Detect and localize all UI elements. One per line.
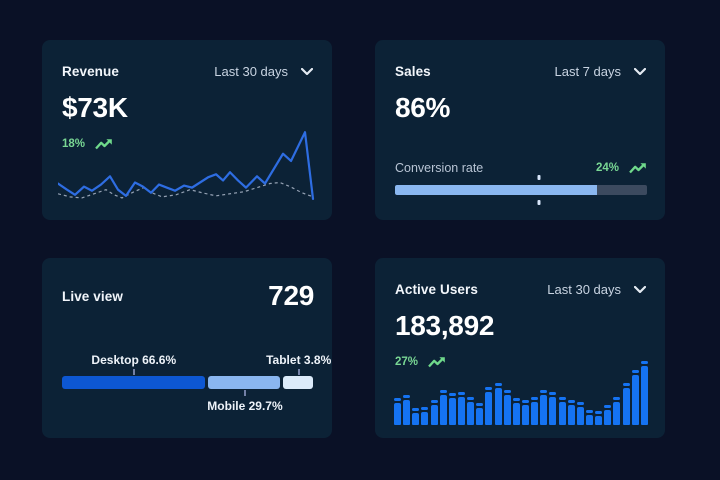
device-top-ticks [62,368,313,376]
trending-up-icon [428,357,445,368]
conversion-rate-row: Conversion rate 24% [395,160,647,176]
live-view-header: Live view 729 [62,281,314,311]
bar [595,411,603,425]
bar [613,397,621,425]
active-users-delta-row: 27% [395,355,647,369]
active-users-title: Active Users [395,281,478,297]
live-view-card: Live view 729 Desktop 66.6% Tablet 3.8% … [42,258,332,438]
revenue-period-label: Last 30 days [214,63,288,79]
bar [549,392,557,425]
active-users-header: Active Users Last 30 days [395,281,647,297]
active-users-delta: 27% [395,356,419,368]
bar [439,390,447,425]
sales-value: 86% [395,92,451,123]
bar [540,390,548,425]
revenue-period-dropdown[interactable]: Last 30 days [214,64,313,79]
sales-card: Sales Last 7 days 86% Conversion rate 24… [375,40,665,220]
bar [512,398,520,425]
conversion-progress [395,175,647,205]
bar [457,392,465,425]
active-users-period-label: Last 30 days [547,281,621,297]
revenue-title: Revenue [62,63,119,79]
bar [448,393,456,425]
bar [394,398,401,425]
sales-period-label: Last 7 days [554,63,622,79]
live-view-title: Live view [62,288,123,304]
sales-title: Sales [395,63,431,79]
bar [631,370,639,425]
bar [421,407,429,425]
revenue-card: Revenue Last 30 days $73K 18% [42,40,332,220]
active-users-bar-chart [394,359,648,425]
chevron-down-icon [301,67,313,75]
bar [503,390,511,425]
bar [494,383,502,425]
progress-track [395,185,647,195]
bar [622,383,630,425]
bar [476,403,484,425]
bar [531,397,539,425]
tablet-tick [297,369,300,375]
chevron-down-icon [634,285,646,293]
bar [558,397,566,425]
active-users-value: 183,892 [395,310,495,341]
revenue-line-chart [58,131,315,201]
bar [576,402,584,425]
device-stacked-bar [62,376,313,389]
mobile-label: Mobile 29.7% [207,399,283,413]
bar [521,400,529,425]
trending-up-icon [629,163,646,174]
trending-up-icon [95,139,112,150]
progress-marker-bottom [537,200,541,205]
mobile-tick [243,390,246,396]
tablet-label: Tablet 3.8% [266,353,332,367]
revenue-value: $73K [62,92,128,123]
revenue-line-current [58,131,315,201]
device-share-chart: Desktop 66.6% Tablet 3.8% Mobile 29.7% [62,353,331,413]
desktop-label: Desktop 66.6% [91,353,177,367]
revenue-line-previous [58,181,314,199]
bar [604,405,612,425]
segment-mobile [208,376,280,389]
bar [430,400,438,425]
conversion-rate-label: Conversion rate [395,161,484,175]
revenue-delta: 18% [62,138,86,150]
bar [485,387,493,425]
revenue-header: Revenue Last 30 days [62,63,314,79]
active-users-period-dropdown[interactable]: Last 30 days [547,282,646,297]
chevron-down-icon [634,67,646,75]
bar [403,395,411,425]
segment-tablet [283,376,313,389]
device-bottom-ticks [62,389,313,397]
progress-fill [395,185,597,195]
active-users-card: Active Users Last 30 days 183,892 27% [375,258,665,438]
bar [567,400,575,425]
sales-header: Sales Last 7 days [395,63,647,79]
sales-period-dropdown[interactable]: Last 7 days [554,63,646,79]
live-view-value: 729 [268,280,314,311]
sales-delta: 24% [595,162,619,174]
bar [640,361,648,425]
bar [467,397,475,425]
device-bottom-labels: Mobile 29.7% [62,397,313,413]
desktop-tick [132,369,135,375]
sales-delta-row: 24% [596,161,647,175]
bar [412,408,420,425]
revenue-delta-row: 18% [62,137,314,151]
device-top-labels: Desktop 66.6% Tablet 3.8% [62,353,331,368]
segment-desktop [62,376,205,389]
progress-marker-top [537,175,541,180]
bar [585,410,593,425]
